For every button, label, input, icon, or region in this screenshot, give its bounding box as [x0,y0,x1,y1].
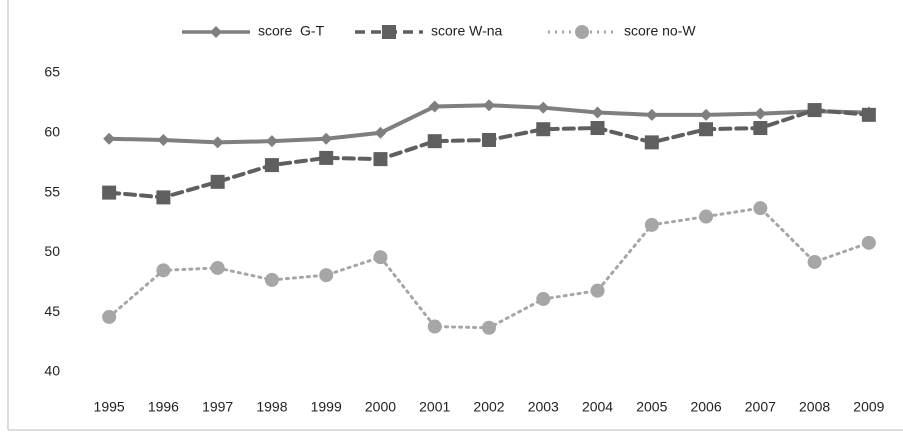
marker [210,260,225,275]
marker [374,126,387,139]
marker [645,108,658,121]
x-tick-label: 1996 [148,399,179,415]
x-tick-label: 2008 [799,399,830,415]
marker [536,122,551,137]
legend-marker [210,26,222,38]
marker [320,132,333,145]
marker [156,263,171,278]
y-tick-label: 50 [44,243,60,259]
y-tick-label: 65 [44,64,60,80]
marker [264,158,279,173]
x-tick-label: 2003 [528,399,559,415]
x-tick-label: 1998 [256,399,287,415]
marker [210,174,225,189]
marker [482,132,496,147]
marker [427,319,442,334]
x-tick-label: 2001 [419,399,450,415]
marker [482,320,496,335]
legend-label: score no-W [624,23,696,39]
marker [590,121,605,136]
x-tick-label: 2004 [582,399,613,415]
marker [861,235,876,250]
x-tick-label: 2002 [473,399,504,415]
marker [103,132,116,145]
x-tick-label: 2007 [745,399,776,415]
legend-marker [575,25,589,39]
marker [264,272,279,287]
marker [428,100,441,113]
marker [319,268,334,283]
x-tick-label: 2006 [690,399,721,415]
y-tick-label: 45 [44,303,60,319]
x-tick-label: 1997 [202,399,233,415]
y-tick-label: 60 [44,124,60,140]
y-tick-label: 55 [44,183,60,199]
marker [699,122,714,137]
marker [373,152,388,167]
marker [807,254,822,269]
marker [754,107,767,120]
legend-label: score G-T [258,23,325,39]
marker [644,217,659,232]
x-tick-label: 2000 [365,399,396,415]
marker [319,150,334,165]
legend-marker [382,25,396,39]
marker [102,309,117,324]
x-tick-label: 1999 [311,399,342,415]
marker [591,106,604,119]
marker [700,108,713,121]
marker [753,201,768,216]
x-tick-label: 1995 [94,399,125,415]
x-tick-label: 2009 [853,399,884,415]
marker [156,190,171,205]
marker [699,209,714,224]
marker [590,283,605,298]
marker [483,99,495,112]
marker [537,101,550,114]
marker [753,121,768,136]
marker [211,136,224,149]
marker [807,103,822,118]
marker [157,133,170,146]
marker [265,135,278,148]
x-tick-label: 2005 [636,399,667,415]
marker [861,107,876,122]
legend-label: score W-na [431,23,503,39]
marker [373,250,388,265]
marker [644,135,659,150]
y-tick-label: 40 [44,363,60,379]
marker [427,134,442,149]
marker [536,292,551,307]
marker [102,185,117,200]
